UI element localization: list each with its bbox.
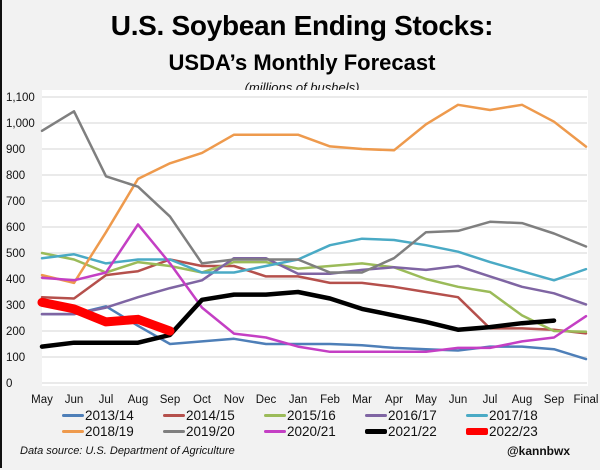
legend-swatch	[163, 413, 185, 417]
plot-area	[42, 90, 588, 386]
legend-item: 2018/19	[62, 423, 153, 439]
y-tick-label: 500	[6, 248, 25, 260]
chart-subtitle: USDA’s Monthly Forecast	[168, 50, 436, 75]
legend-swatch	[264, 429, 286, 433]
legend-label: 2016/17	[388, 407, 437, 423]
y-tick-label: 300	[6, 300, 25, 312]
legend-label: 2018/19	[85, 423, 134, 439]
x-tick-label: Final	[574, 394, 599, 406]
legend-swatch	[264, 413, 286, 417]
y-tick-label: 100	[6, 352, 25, 364]
x-tick-label: Aug	[512, 394, 532, 406]
legend-item: 2016/17	[365, 407, 456, 423]
x-tick-label: Apr	[385, 394, 403, 406]
series-line-2020-21	[40, 223, 588, 354]
x-tick-label: Jul	[99, 394, 114, 406]
x-tick-label: Aug	[128, 394, 148, 406]
x-tick-label: Oct	[193, 394, 212, 406]
series-lines	[37, 103, 588, 361]
y-tick-label: 0	[6, 378, 12, 390]
x-tick-label: Mar	[352, 394, 372, 406]
legend-swatch	[365, 413, 387, 417]
legend-label: 2022/23	[489, 423, 538, 439]
line-chart: 0 100 200 300 400 500 600 700 800 900 1,000 1,100 M…	[6, 90, 598, 406]
x-tick-label: Dec	[256, 394, 277, 406]
legend-label: 2021/22	[388, 423, 437, 439]
x-tick-label: May	[31, 394, 53, 406]
series-line-2016-17	[40, 256, 588, 316]
series-line-2022-23	[37, 297, 175, 336]
legend-swatch	[62, 413, 84, 417]
chart-title: U.S. Soybean Ending Stocks:	[110, 10, 494, 41]
legend-swatch	[466, 427, 488, 435]
y-tick-label: 1,000	[6, 118, 35, 130]
x-axis-ticks: May Jun Jul Aug Sep Oct Nov Dec Jan Feb Mar Apr May J…	[31, 394, 598, 406]
legend: 2013/14 2014/15 2015/16 2016/17 2017/18 2018/…	[62, 407, 562, 439]
legend-label: 2013/14	[85, 407, 134, 423]
x-tick-label: Sep	[160, 394, 180, 406]
y-tick-label: 600	[6, 222, 25, 234]
data-source-note: Data source: U.S. Department of Agricult…	[20, 445, 235, 457]
series-line-2018-19	[40, 103, 588, 285]
x-tick-label: Sep	[544, 394, 564, 406]
x-tick-label: Jul	[483, 394, 498, 406]
y-tick-label: 400	[6, 274, 25, 286]
legend-item: 2017/18	[466, 407, 557, 423]
series-line-2017-18	[40, 237, 588, 282]
legend-item: 2021/22	[365, 423, 456, 439]
legend-label: 2014/15	[186, 407, 235, 423]
y-tick-label: 800	[6, 170, 25, 182]
legend-item: 2014/15	[163, 407, 254, 423]
x-tick-label: Jun	[449, 394, 468, 406]
legend-swatch	[365, 428, 387, 434]
legend-label: 2017/18	[489, 407, 538, 423]
x-tick-label: Feb	[320, 394, 340, 406]
gridlines	[42, 96, 587, 384]
legend-label: 2020/21	[287, 423, 336, 439]
series-line-2021-22	[39, 289, 557, 349]
y-tick-label: 900	[6, 144, 25, 156]
legend-swatch	[62, 429, 84, 433]
author-handle: @kannbwx	[506, 444, 570, 458]
series-line-2019-20	[40, 110, 588, 274]
x-tick-label: Nov	[224, 394, 245, 406]
y-tick-label: 200	[6, 326, 25, 338]
legend-swatch	[163, 429, 185, 433]
legend-item: 2019/20	[163, 423, 254, 439]
legend-item: 2022/23	[466, 423, 557, 439]
y-tick-label: 1,100	[6, 92, 35, 104]
legend-item: 2015/16	[264, 407, 355, 423]
y-axis-ticks: 0 100 200 300 400 500 600 700 800 900 1,000 1,100	[6, 92, 35, 390]
legend-item: 2013/14	[62, 407, 153, 423]
legend-swatch	[466, 413, 488, 417]
legend-item: 2020/21	[264, 423, 355, 439]
x-tick-label: Jan	[289, 394, 308, 406]
y-tick-label: 700	[6, 196, 25, 208]
legend-label: 2015/16	[287, 407, 336, 423]
x-tick-label: May	[415, 394, 437, 406]
x-tick-label: Jun	[65, 394, 84, 406]
legend-label: 2019/20	[186, 423, 235, 439]
